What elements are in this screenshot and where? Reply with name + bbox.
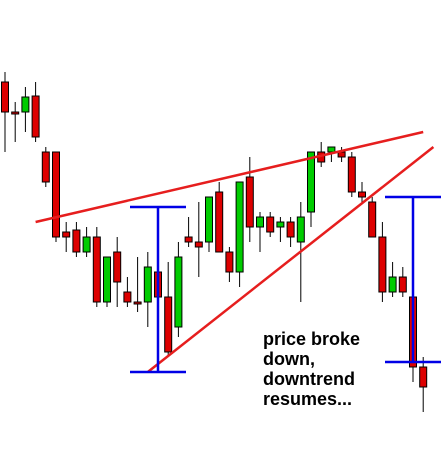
annotation-line: price broke — [263, 329, 360, 349]
candle-body — [215, 191, 224, 253]
candle-body — [194, 241, 203, 248]
annotation-line: resumes... — [263, 389, 352, 409]
candle-body — [398, 276, 407, 293]
candle-body — [31, 95, 40, 138]
candle-body — [368, 201, 377, 238]
candle-body — [62, 231, 71, 238]
candle-body — [52, 151, 60, 238]
candle-body — [296, 216, 305, 243]
candles-layer — [1, 72, 428, 412]
candle-body — [245, 176, 254, 228]
candle-body — [103, 256, 111, 303]
candle-body — [358, 191, 366, 198]
candle-body — [72, 229, 81, 253]
annotation-line: downtrend — [263, 369, 355, 389]
candle-body — [21, 96, 30, 113]
candle-body — [327, 146, 336, 153]
candle-body — [164, 296, 173, 353]
candle-body — [347, 156, 356, 193]
candle-body — [205, 196, 213, 243]
candle-body — [82, 236, 91, 253]
annotation-text: price broke down, downtrend resumes... — [263, 329, 360, 409]
candle-body — [256, 216, 264, 228]
candle-body — [225, 251, 234, 273]
candle-body — [286, 221, 295, 238]
candle-body — [113, 251, 122, 283]
candle-body — [388, 276, 397, 293]
candle-body — [133, 301, 142, 305]
candle-body — [307, 151, 315, 213]
annotation-line: down, — [263, 349, 315, 369]
candle-body — [92, 236, 101, 303]
candle-body — [184, 236, 193, 243]
candle-body — [235, 181, 244, 273]
candle-body — [419, 366, 428, 388]
candle-body — [143, 266, 152, 303]
candle-body — [266, 216, 275, 233]
candle-body — [41, 151, 50, 183]
measurement-layer — [130, 195, 441, 374]
trendline — [35, 130, 424, 224]
candle-body — [174, 256, 183, 328]
trendlines-layer — [35, 130, 435, 373]
candle-body — [11, 111, 20, 115]
candle-body — [123, 291, 132, 303]
candle-body — [1, 81, 9, 113]
candle-body — [378, 236, 387, 293]
trendline — [147, 146, 435, 373]
candle-body — [276, 221, 285, 228]
